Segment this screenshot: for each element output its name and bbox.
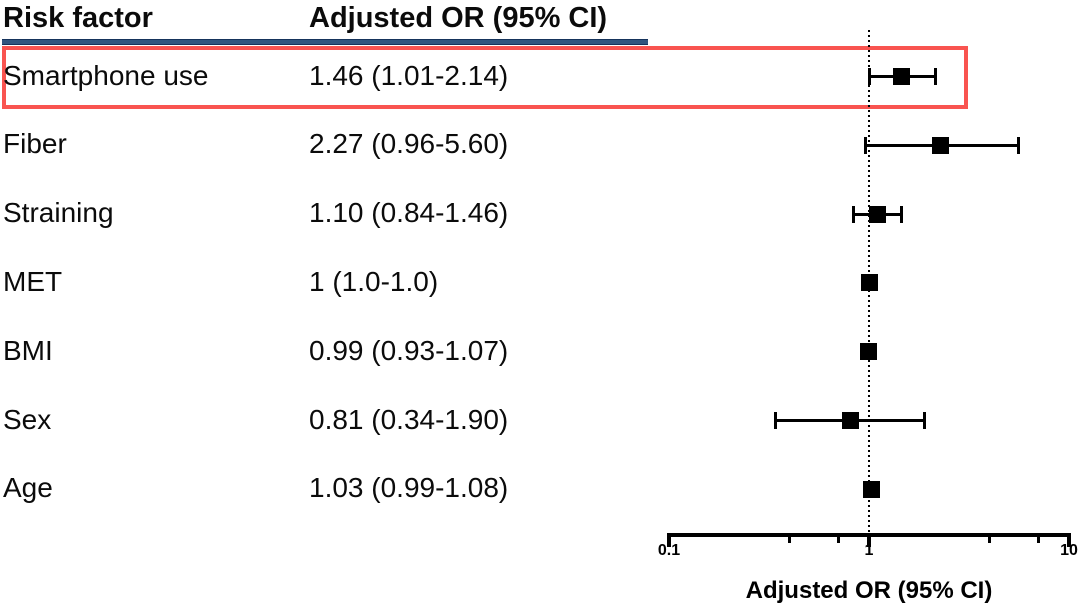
row-label: Smartphone use — [3, 59, 209, 91]
column-header-risk-factor: Risk factor — [3, 2, 153, 34]
row-or-value: 0.81 (0.34-1.90) — [309, 403, 509, 435]
row-label: Sex — [3, 403, 52, 435]
x-axis-tick-label: 0.1 — [657, 542, 681, 559]
ci-cap-low — [852, 205, 856, 223]
ci-cap-high — [923, 412, 927, 429]
or-point-marker — [893, 68, 911, 85]
row-label: Straining — [3, 197, 114, 229]
ci-cap-low — [773, 412, 777, 429]
x-axis-major-tick — [1067, 533, 1071, 547]
or-point-marker — [868, 205, 886, 223]
x-axis-minor-tick — [1036, 533, 1040, 543]
row-or-value: 0.99 (0.93-1.07) — [309, 334, 509, 366]
or-point-marker — [931, 136, 949, 154]
row-or-value: 1.03 (0.99-1.08) — [309, 472, 509, 504]
x-axis-major-tick — [667, 533, 671, 547]
row-or-value: 2.27 (0.96-5.60) — [309, 128, 509, 160]
or-point-marker — [860, 274, 878, 292]
ci-cap-high — [900, 205, 904, 223]
or-point-marker — [863, 480, 881, 498]
or-point-marker — [859, 343, 877, 361]
row-label: Fiber — [3, 128, 67, 160]
row-label: BMI — [3, 334, 53, 366]
column-header-adjusted-or: Adjusted OR (95% CI) — [309, 2, 608, 34]
x-axis-minor-tick — [787, 533, 791, 543]
x-axis-minor-tick — [836, 533, 840, 543]
highlight-annotation-box — [2, 46, 968, 109]
header-underline-rule — [2, 39, 648, 45]
x-axis-tick-label: 10 — [1060, 542, 1078, 559]
x-axis-tick-label: 1 — [864, 542, 874, 559]
ci-cap-low — [863, 136, 867, 154]
ci-cap-low — [868, 68, 872, 85]
row-label: Age — [3, 472, 53, 504]
ci-cap-high — [933, 68, 937, 85]
row-or-value: 1.10 (0.84-1.46) — [309, 197, 509, 229]
or-point-marker — [842, 412, 860, 429]
x-axis-major-tick — [867, 533, 871, 547]
x-axis-title: Adjusted OR (95% CI) — [745, 577, 993, 604]
x-axis-minor-tick — [987, 533, 991, 543]
row-or-value: 1.46 (1.01-2.14) — [309, 59, 509, 91]
ci-cap-high — [1017, 136, 1021, 154]
row-or-value: 1 (1.0-1.0) — [309, 265, 439, 297]
row-label: MET — [3, 265, 63, 297]
